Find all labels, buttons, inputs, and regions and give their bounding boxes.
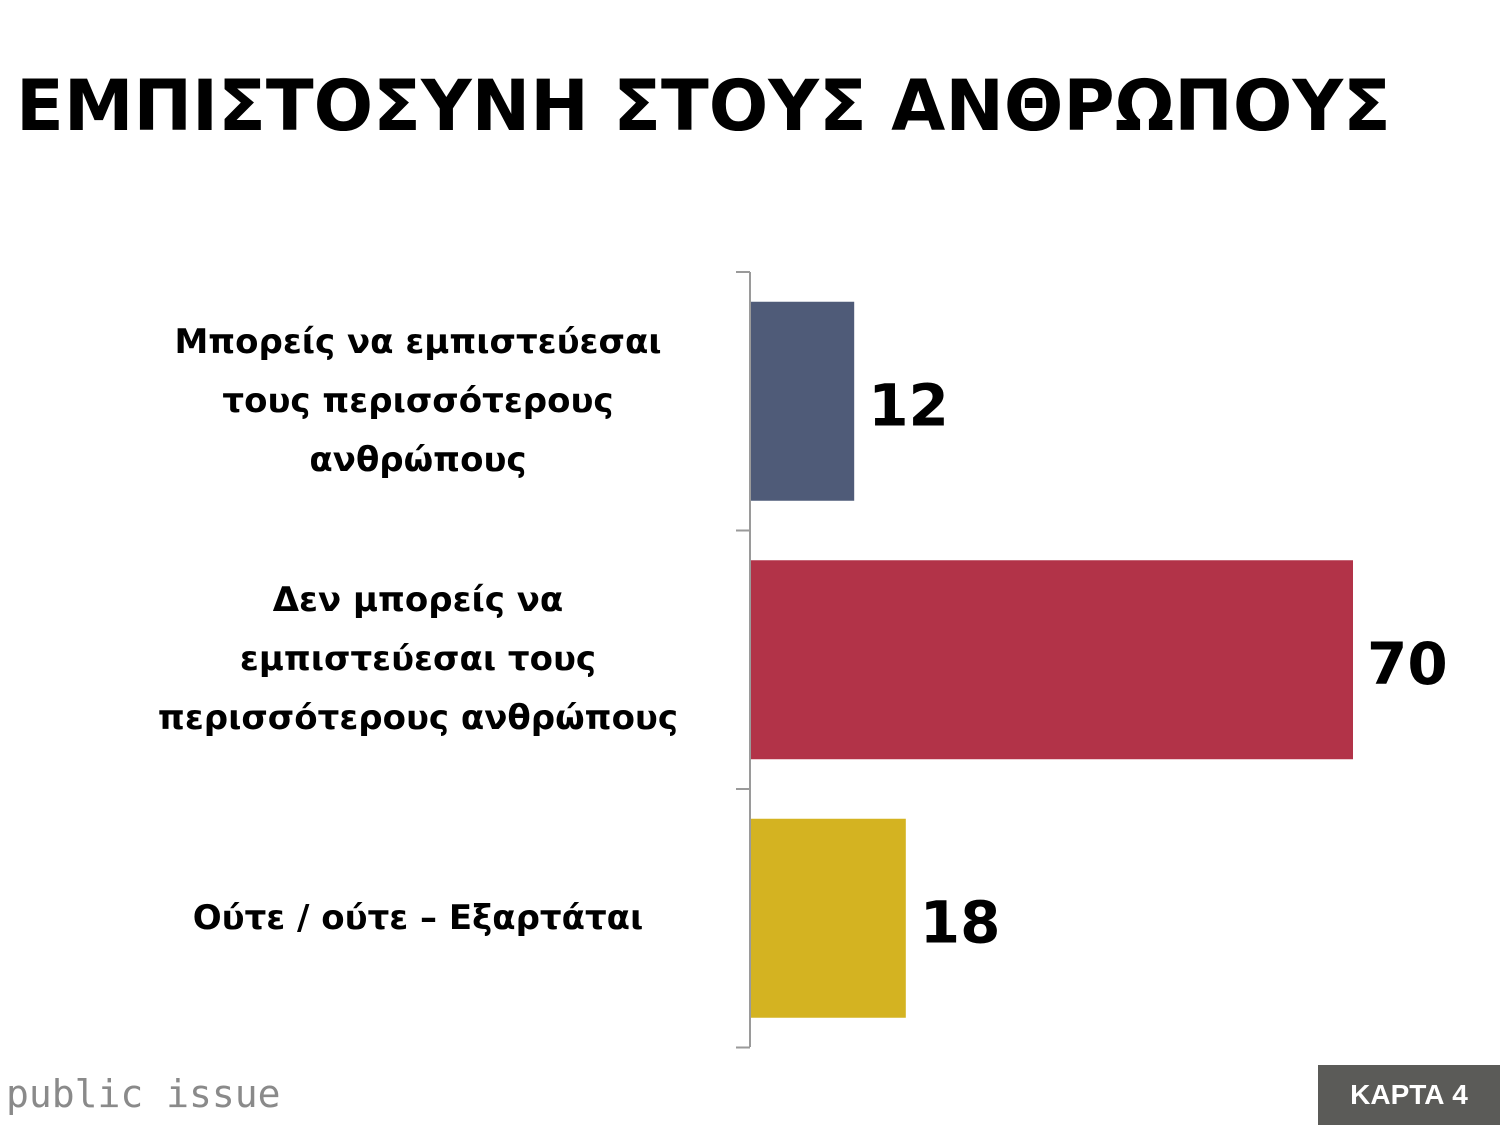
data-label-3: 18 — [920, 888, 1001, 956]
category-label-3: Ούτε / ούτε – Εξαρτάται — [192, 897, 644, 938]
bar-1 — [751, 301, 855, 501]
category-label-1: Μπορείς να εμπιστεύεσαι τους περισσότερο… — [174, 321, 662, 480]
data-label-2: 70 — [1367, 630, 1448, 698]
category-label-2: Δεν μπορείς να εμπιστεύεσαι τους περισσό… — [157, 580, 679, 739]
data-label-1: 12 — [868, 371, 949, 439]
page-title: ΕΜΠΙΣΤΟΣΥΝΗ ΣΤΟΥΣ ΑΝΘΡΩΠΟΥΣ — [16, 65, 1391, 147]
brand-logo-text: public issue — [6, 1072, 281, 1116]
bar-3 — [751, 818, 906, 1018]
bar-2 — [751, 560, 1353, 760]
card-number-badge: ΚΑΡΤΑ 4 — [1318, 1065, 1500, 1125]
